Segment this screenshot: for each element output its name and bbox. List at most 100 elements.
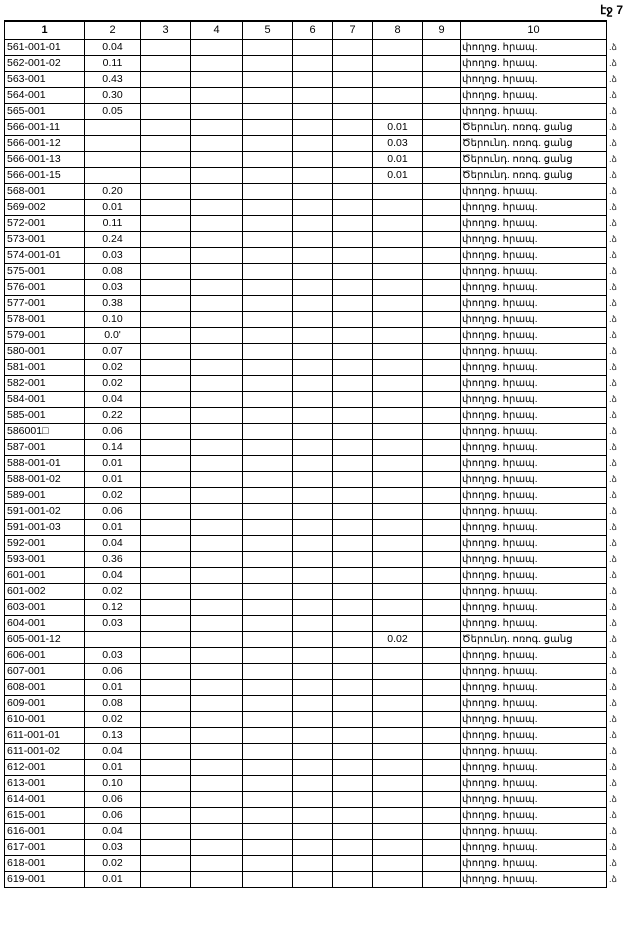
- empty-cell: [292, 246, 333, 264]
- parcel-id-cell: 566-001-13: [4, 150, 85, 168]
- empty-cell: [422, 582, 461, 600]
- empty-cell: [190, 486, 243, 504]
- table-row: 589-001 0.02 փողոց. հրապ. .ձ: [4, 486, 629, 504]
- empty-cell: [140, 742, 191, 760]
- parcel-id-cell: 584-001: [4, 390, 85, 408]
- empty-cell: [292, 854, 333, 872]
- parcel-id-cell: 591-001-02: [4, 502, 85, 520]
- margin-mark: .ձ: [609, 521, 617, 532]
- empty-cell: [422, 390, 461, 408]
- col8-area-cell: [372, 198, 423, 216]
- margin-mark: .ձ: [609, 105, 617, 116]
- empty-cell: [292, 822, 333, 840]
- margin-mark: .ձ: [609, 729, 617, 740]
- margin-mark: .ձ: [609, 777, 617, 788]
- area-cell: 0.01: [84, 470, 141, 488]
- empty-cell: [190, 854, 243, 872]
- area-cell: 0.03: [84, 246, 141, 264]
- area-cell: [84, 150, 141, 168]
- table-row: 591-001-02 0.06 փողոց. հրապ. .ձ: [4, 502, 629, 520]
- table-row: 578-001 0.10 փողոց. հրապ. .ձ: [4, 310, 629, 328]
- margin-mark: .ձ: [609, 217, 617, 228]
- area-cell: 0.01: [84, 678, 141, 696]
- area-cell: 0.22: [84, 406, 141, 424]
- margin-mark: .ձ: [609, 793, 617, 804]
- parcel-id-cell: 604-001: [4, 614, 85, 632]
- empty-cell: [242, 406, 293, 424]
- parcel-id-cell: 581-001: [4, 358, 85, 376]
- page-number: էջ 7: [600, 3, 623, 17]
- empty-cell: [190, 742, 243, 760]
- col8-area-cell: [372, 406, 423, 424]
- land-use-cell: փողոց. հրապ.: [460, 854, 607, 872]
- empty-cell: [242, 118, 293, 136]
- empty-cell: [190, 294, 243, 312]
- area-cell: 0.03: [84, 278, 141, 296]
- margin-mark: .ձ: [609, 89, 617, 100]
- col8-area-cell: [372, 374, 423, 392]
- col8-area-cell: 0.02: [372, 630, 423, 648]
- margin-mark: .ձ: [609, 201, 617, 212]
- empty-cell: [332, 678, 373, 696]
- empty-cell: [140, 774, 191, 792]
- col8-area-cell: [372, 102, 423, 120]
- area-cell: 0.01: [84, 870, 141, 888]
- empty-cell: [140, 214, 191, 232]
- empty-cell: [292, 214, 333, 232]
- empty-cell: [422, 198, 461, 216]
- col8-area-cell: [372, 70, 423, 88]
- empty-cell: [332, 662, 373, 680]
- col8-area-cell: [372, 342, 423, 360]
- land-use-cell: փողոց. հրապ.: [460, 758, 607, 776]
- empty-cell: [140, 870, 191, 888]
- parcel-id-cell: 616-001: [4, 822, 85, 840]
- col8-area-cell: [372, 278, 423, 296]
- table-row: 608-001 0.01 փողոց. հրապ. .ձ: [4, 678, 629, 696]
- col8-area-cell: [372, 182, 423, 200]
- margin-mark: .ձ: [609, 473, 617, 484]
- empty-cell: [422, 38, 461, 56]
- margin-mark: .ձ: [609, 633, 617, 644]
- empty-cell: [332, 86, 373, 104]
- land-use-cell: փողոց. հրապ.: [460, 422, 607, 440]
- empty-cell: [190, 230, 243, 248]
- parcel-id-cell: 619-001: [4, 870, 85, 888]
- land-use-cell: փողոց. հրապ.: [460, 822, 607, 840]
- empty-cell: [292, 518, 333, 536]
- empty-cell: [422, 630, 461, 648]
- land-use-cell: փողոց. հրապ.: [460, 86, 607, 104]
- empty-cell: [422, 246, 461, 264]
- parcel-id-cell: 614-001: [4, 790, 85, 808]
- empty-cell: [332, 630, 373, 648]
- empty-cell: [140, 246, 191, 264]
- empty-cell: [292, 566, 333, 584]
- col8-area-cell: [372, 358, 423, 376]
- empty-cell: [242, 342, 293, 360]
- empty-cell: [190, 214, 243, 232]
- area-cell: 0.06: [84, 790, 141, 808]
- table-row: 563-001 0.43 փողոց. հրապ. .ձ: [4, 70, 629, 88]
- parcel-id-cell: 612-001: [4, 758, 85, 776]
- land-use-cell: փողոց. հրապ.: [460, 230, 607, 248]
- empty-cell: [190, 534, 243, 552]
- empty-cell: [190, 662, 243, 680]
- empty-cell: [422, 278, 461, 296]
- empty-cell: [422, 326, 461, 344]
- land-use-cell: Ծերունդ. ոռոգ. ցանց: [460, 134, 607, 152]
- empty-cell: [242, 166, 293, 184]
- empty-cell: [190, 806, 243, 824]
- land-use-cell: փողոց. հրապ.: [460, 198, 607, 216]
- table-row: 619-001 0.01 փողոց. հրապ. .ձ: [4, 870, 629, 888]
- empty-cell: [332, 310, 373, 328]
- parcel-id-cell: 561-001-01: [4, 38, 85, 56]
- empty-cell: [422, 214, 461, 232]
- table-row: 565-001 0.05 փողոց. հրապ. .ձ: [4, 102, 629, 120]
- empty-cell: [292, 438, 333, 456]
- empty-cell: [190, 70, 243, 88]
- area-cell: 0.04: [84, 566, 141, 584]
- land-use-cell: փողոց. հրապ.: [460, 342, 607, 360]
- empty-cell: [242, 454, 293, 472]
- empty-cell: [422, 70, 461, 88]
- area-cell: 0.06: [84, 662, 141, 680]
- table-row: 617-001 0.03 փողոց. հրապ. .ձ: [4, 838, 629, 856]
